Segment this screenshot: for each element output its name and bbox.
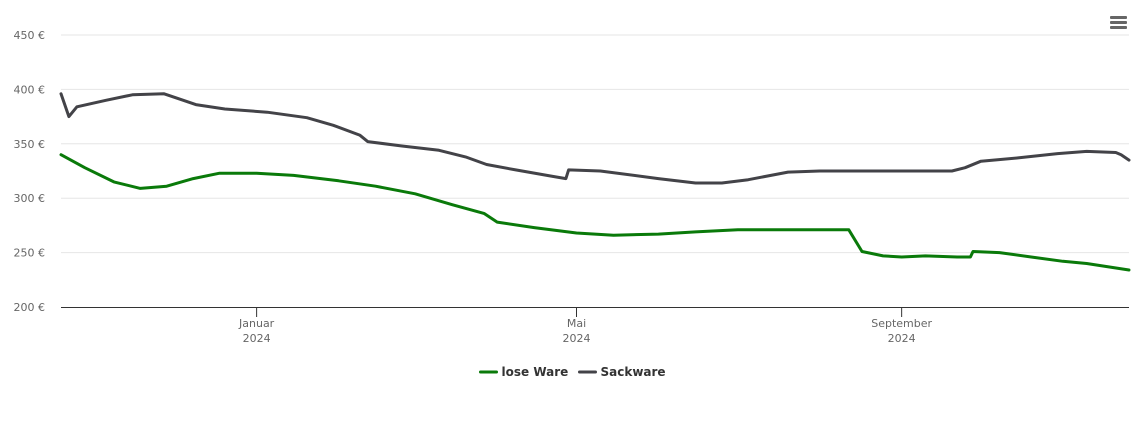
y-tick-label: 450 €	[14, 29, 46, 42]
x-tick-label-month: Januar	[238, 317, 275, 330]
legend-label: Sackware	[601, 365, 666, 379]
x-tick-label-month: September	[871, 317, 932, 330]
legend: lose Ware Sackware	[479, 365, 666, 379]
x-tick-label-year: 2024	[562, 332, 590, 345]
legend-item[interactable]: lose Ware	[479, 365, 569, 379]
y-tick-label: 250 €	[14, 247, 46, 260]
x-tick-label-year: 2024	[243, 332, 271, 345]
series-line-lose-ware	[59, 153, 1131, 272]
series-lines	[59, 92, 1131, 272]
x-axis-ticks: Januar 2024 Mai 2024 September 2024	[238, 307, 933, 345]
legend-label: lose Ware	[502, 365, 569, 379]
y-tick-label: 350 €	[14, 138, 46, 151]
series-line-sackware	[59, 92, 1131, 185]
y-axis-labels: 200 € 250 € 300 € 350 € 400 € 450 €	[14, 29, 46, 314]
y-tick-label: 400 €	[14, 83, 46, 96]
y-tick-label: 200 €	[14, 301, 46, 314]
x-tick-label-year: 2024	[888, 332, 916, 345]
x-tick-label-month: Mai	[567, 317, 586, 330]
legend-item[interactable]: Sackware	[578, 365, 666, 379]
chart-menu-icon[interactable]	[1106, 12, 1130, 34]
grid-lines	[61, 34, 1129, 254]
y-tick-label: 300 €	[14, 192, 46, 205]
